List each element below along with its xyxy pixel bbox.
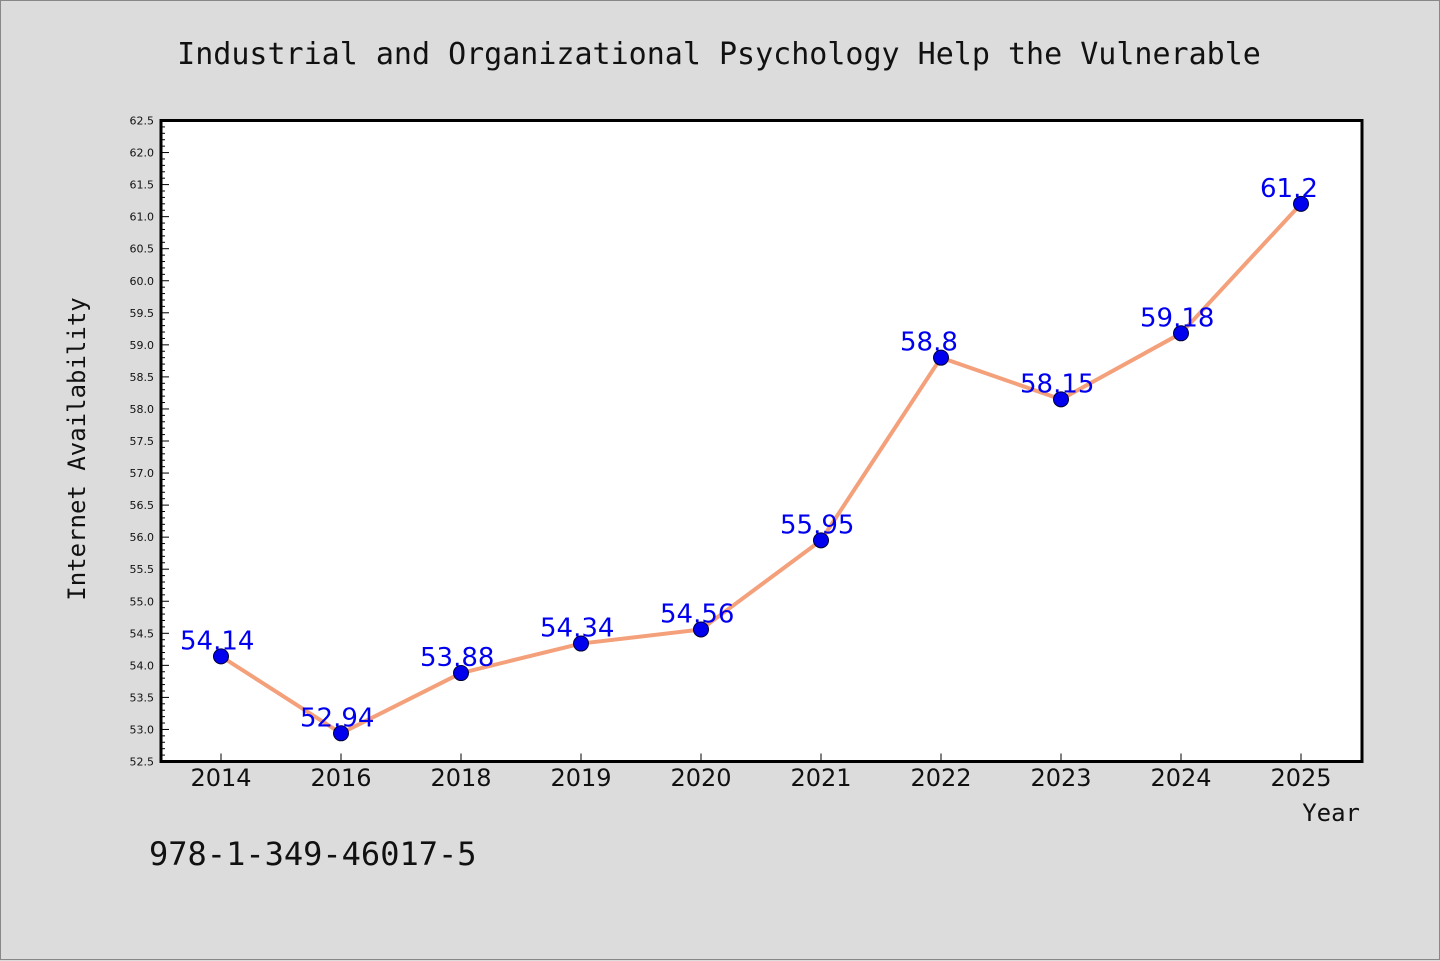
data-label: 53.88 [420,643,494,673]
y-tick-label: 53.5 [130,691,155,704]
x-tick-label: 2020 [670,764,731,792]
data-point [453,665,469,682]
x-tick-label: 2021 [790,764,851,792]
y-tick-label: 62.0 [130,147,155,160]
isbn-text: 978-1-349-46017-5 [149,835,477,873]
data-point [1053,391,1069,408]
y-tick-label: 60.5 [130,243,155,256]
data-label: 54.56 [660,599,734,629]
data-point [933,349,949,366]
data-point [573,635,589,652]
x-tick-label: 2023 [1030,764,1091,792]
data-point [333,725,349,742]
y-tick-label: 54.5 [130,627,155,640]
data-label: 61.2 [1260,174,1318,204]
y-tick-label: 59.0 [130,339,155,352]
data-point [1173,325,1189,342]
y-tick-label: 60.0 [130,275,155,288]
plot-area [159,119,1364,763]
x-tick-label: 2024 [1150,764,1211,792]
y-tick-label: 61.0 [130,211,155,224]
x-axis: 2014 2016 2018 2019 2020 2021 2022 2023 2024 2025 [190,753,1332,792]
data-point [813,532,829,549]
x-tick-label: 2025 [1270,764,1331,792]
y-tick-label: 55.5 [130,563,155,576]
y-tick-label: 62.5 [130,115,155,128]
y-tick-label: 55.0 [130,595,155,608]
series-layer: 54.14 52.94 53.88 54.34 54.56 55.95 58.8 58.15 5… [180,174,1318,742]
data-label: 59.18 [1140,303,1214,333]
y-tick-label: 61.5 [130,179,155,192]
data-label: 52.94 [300,703,374,733]
y-tick-label: 59.5 [130,307,155,320]
data-point [693,621,709,638]
data-label: 55.95 [780,510,854,540]
series-line [219,202,1303,736]
y-tick-label: 56.5 [130,499,155,512]
y-tick-label: 56.0 [130,531,155,544]
data-point [213,648,229,665]
y-tick-label: 58.0 [130,403,155,416]
x-tick-label: 2022 [910,764,971,792]
data-point [1293,195,1309,212]
data-label: 54.34 [540,614,614,644]
y-tick-label: 57.0 [130,467,155,480]
y-tick-label: 52.5 [130,756,155,769]
data-label: 58.8 [900,328,958,358]
x-axis-label: Year [1302,799,1360,827]
x-tick-label: 2018 [430,764,491,792]
y-tick-label: 57.5 [130,435,155,448]
y-tick-label: 58.5 [130,371,155,384]
x-tick-label: 2019 [550,764,611,792]
data-label: 58.15 [1020,369,1094,399]
x-tick-label: 2014 [190,764,251,792]
y-axis-label: Internet Availability [63,297,91,600]
x-tick-label: 2016 [310,764,371,792]
y-tick-label: 53.0 [130,723,155,736]
y-tick-label: 54.0 [130,659,155,672]
chart-title: Industrial and Organizational Psychology… [177,37,1261,72]
y-axis: 52.5 53.0 53.5 54.0 54.5 55.0 55.5 56.0 56.5 57.0… [130,115,169,769]
data-label: 54.14 [180,626,254,656]
